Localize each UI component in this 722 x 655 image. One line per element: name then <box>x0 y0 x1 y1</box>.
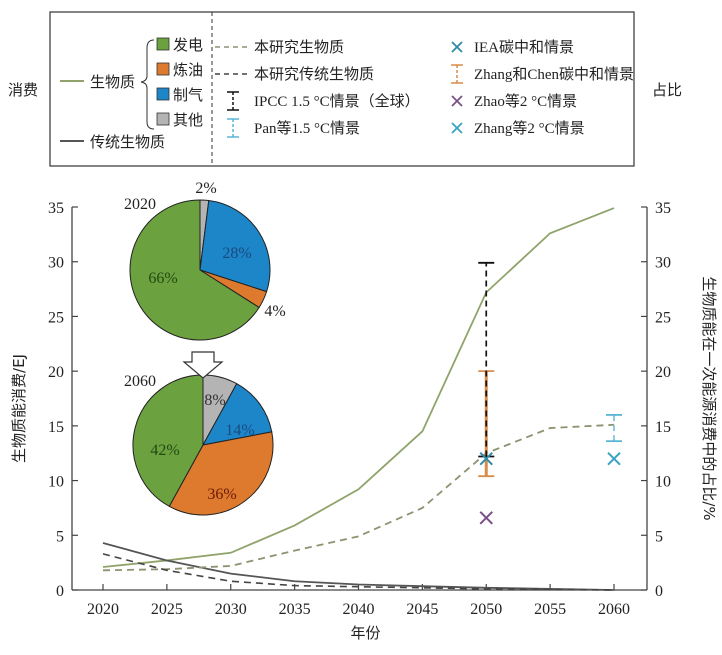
left-y-tick-label: 15 <box>48 419 64 436</box>
right-y-tick-label: 5 <box>655 528 663 545</box>
right-y-tick-label: 0 <box>655 583 663 600</box>
pie-slice-label: 14% <box>225 422 254 439</box>
left-y-tick-label: 30 <box>48 255 64 272</box>
pie-slice <box>168 431 274 516</box>
legend-item-label: 本研究生物质 <box>254 39 344 56</box>
x-marker <box>607 451 621 466</box>
legend-item-label: 本研究传统生物质 <box>254 66 374 83</box>
pie-slice-label: 42% <box>150 442 179 459</box>
legend-category-label: 其他 <box>173 111 203 129</box>
x-stroke <box>451 41 463 53</box>
pie-slice <box>199 199 271 293</box>
right-y-tick-label: 10 <box>655 474 671 491</box>
left-y-axis-title: 生物质能消费/EJ <box>10 354 28 463</box>
x-marker <box>479 511 493 525</box>
x-tick-label: 2040 <box>343 601 375 618</box>
pie-slice <box>132 374 204 508</box>
x-tick-label: 2060 <box>598 601 630 618</box>
legend-errorbar-icon <box>227 91 239 111</box>
legend-swatch-3 <box>156 112 170 126</box>
x-tick-label: 2035 <box>279 601 311 618</box>
pie-slice-label: 8% <box>204 392 225 409</box>
legend-item-label: IEA碳中和情景 <box>474 39 574 56</box>
legend-category-label: 炼油 <box>173 61 203 79</box>
left-y-tick-label: 20 <box>48 364 64 381</box>
left-y-tick-label: 35 <box>48 200 64 217</box>
pie-chart-2060: 8%14% 36% 42% 2060 <box>124 373 274 516</box>
x-axis-title: 年份 <box>350 624 380 642</box>
x-stroke <box>451 95 463 107</box>
pie-slice-label: 36% <box>207 486 236 503</box>
legend-traditional-label: 传统生物质 <box>90 133 165 151</box>
legend-errorbar-icon <box>451 64 463 84</box>
pie-year-label: 2020 <box>124 196 156 213</box>
pie-slice <box>129 199 260 341</box>
x-stroke <box>451 122 463 134</box>
legend-x-marker-icon <box>451 122 463 134</box>
series-line-solid-dark <box>102 542 615 591</box>
left-y-tick-label: 0 <box>56 583 64 600</box>
legend-category-label: 发电 <box>173 36 203 54</box>
legend-biomass-label: 生物质 <box>90 73 135 91</box>
legend-frame <box>49 11 635 167</box>
right-y-axis-title: 生物质能在一次能源消费中的占比/% <box>700 276 718 520</box>
legend-category-label: 制气 <box>173 86 203 104</box>
x-tick-label: 2030 <box>215 601 247 618</box>
pie-slice <box>202 382 273 446</box>
left-y-tick-label: 10 <box>48 474 64 491</box>
series-line-dash-green <box>102 423 615 572</box>
legend-item-label: IPCC 1.5 °C情景（全球） <box>254 92 420 110</box>
x-stroke <box>607 451 621 466</box>
right-y-tick-label: 25 <box>655 309 671 326</box>
legend-brace <box>140 39 155 130</box>
legend-x-marker-icon <box>451 95 463 107</box>
errorbar <box>606 414 622 443</box>
pie-year-label: 2060 <box>124 373 156 390</box>
pie-chart-2020: 2% 28% 4% 66% 2020 <box>124 180 286 341</box>
x-stroke <box>479 511 493 525</box>
down-arrow-icon <box>182 351 224 379</box>
series-line-dash-dark <box>102 553 615 591</box>
x-tick-label: 2020 <box>87 601 119 618</box>
left-y-tick-label: 25 <box>48 309 64 326</box>
legend-item-label: Pan等1.5 °C情景 <box>254 119 360 137</box>
legend-errorbar-icon <box>227 118 239 138</box>
legend-share-label: 占比 <box>652 81 682 99</box>
legend-swatch-2 <box>156 87 170 101</box>
x-tick-label: 2050 <box>470 601 502 618</box>
right-y-tick-label: 20 <box>655 364 671 381</box>
x-tick-label: 2045 <box>406 601 438 618</box>
legend-swatch-0 <box>156 37 170 51</box>
legend-consumption-label: 消费 <box>8 81 38 99</box>
x-marker <box>479 451 493 466</box>
pie-slice-label: 66% <box>148 270 177 287</box>
legend-x-marker-icon <box>451 41 463 53</box>
x-stroke <box>479 451 493 466</box>
right-y-tick-label: 35 <box>655 200 671 217</box>
x-tick-label: 2025 <box>151 601 183 618</box>
right-y-tick-label: 15 <box>655 419 671 436</box>
right-y-tick-label: 30 <box>655 255 671 272</box>
pie-slice-label: 4% <box>264 303 285 320</box>
legend-item-label: Zhang等2 °C情景 <box>474 119 585 137</box>
pie-slice-label: 28% <box>222 245 251 262</box>
legend-item-label: Zhao等2 °C情景 <box>474 92 577 110</box>
legend-swatch-1 <box>156 62 170 76</box>
pie-slice-label: 2% <box>195 180 216 197</box>
series-line-solid-green <box>102 207 615 568</box>
legend-item-label: Zhang和Chen碳中和情景 <box>474 66 634 83</box>
left-y-tick-label: 5 <box>56 528 64 545</box>
x-tick-label: 2055 <box>534 601 566 618</box>
